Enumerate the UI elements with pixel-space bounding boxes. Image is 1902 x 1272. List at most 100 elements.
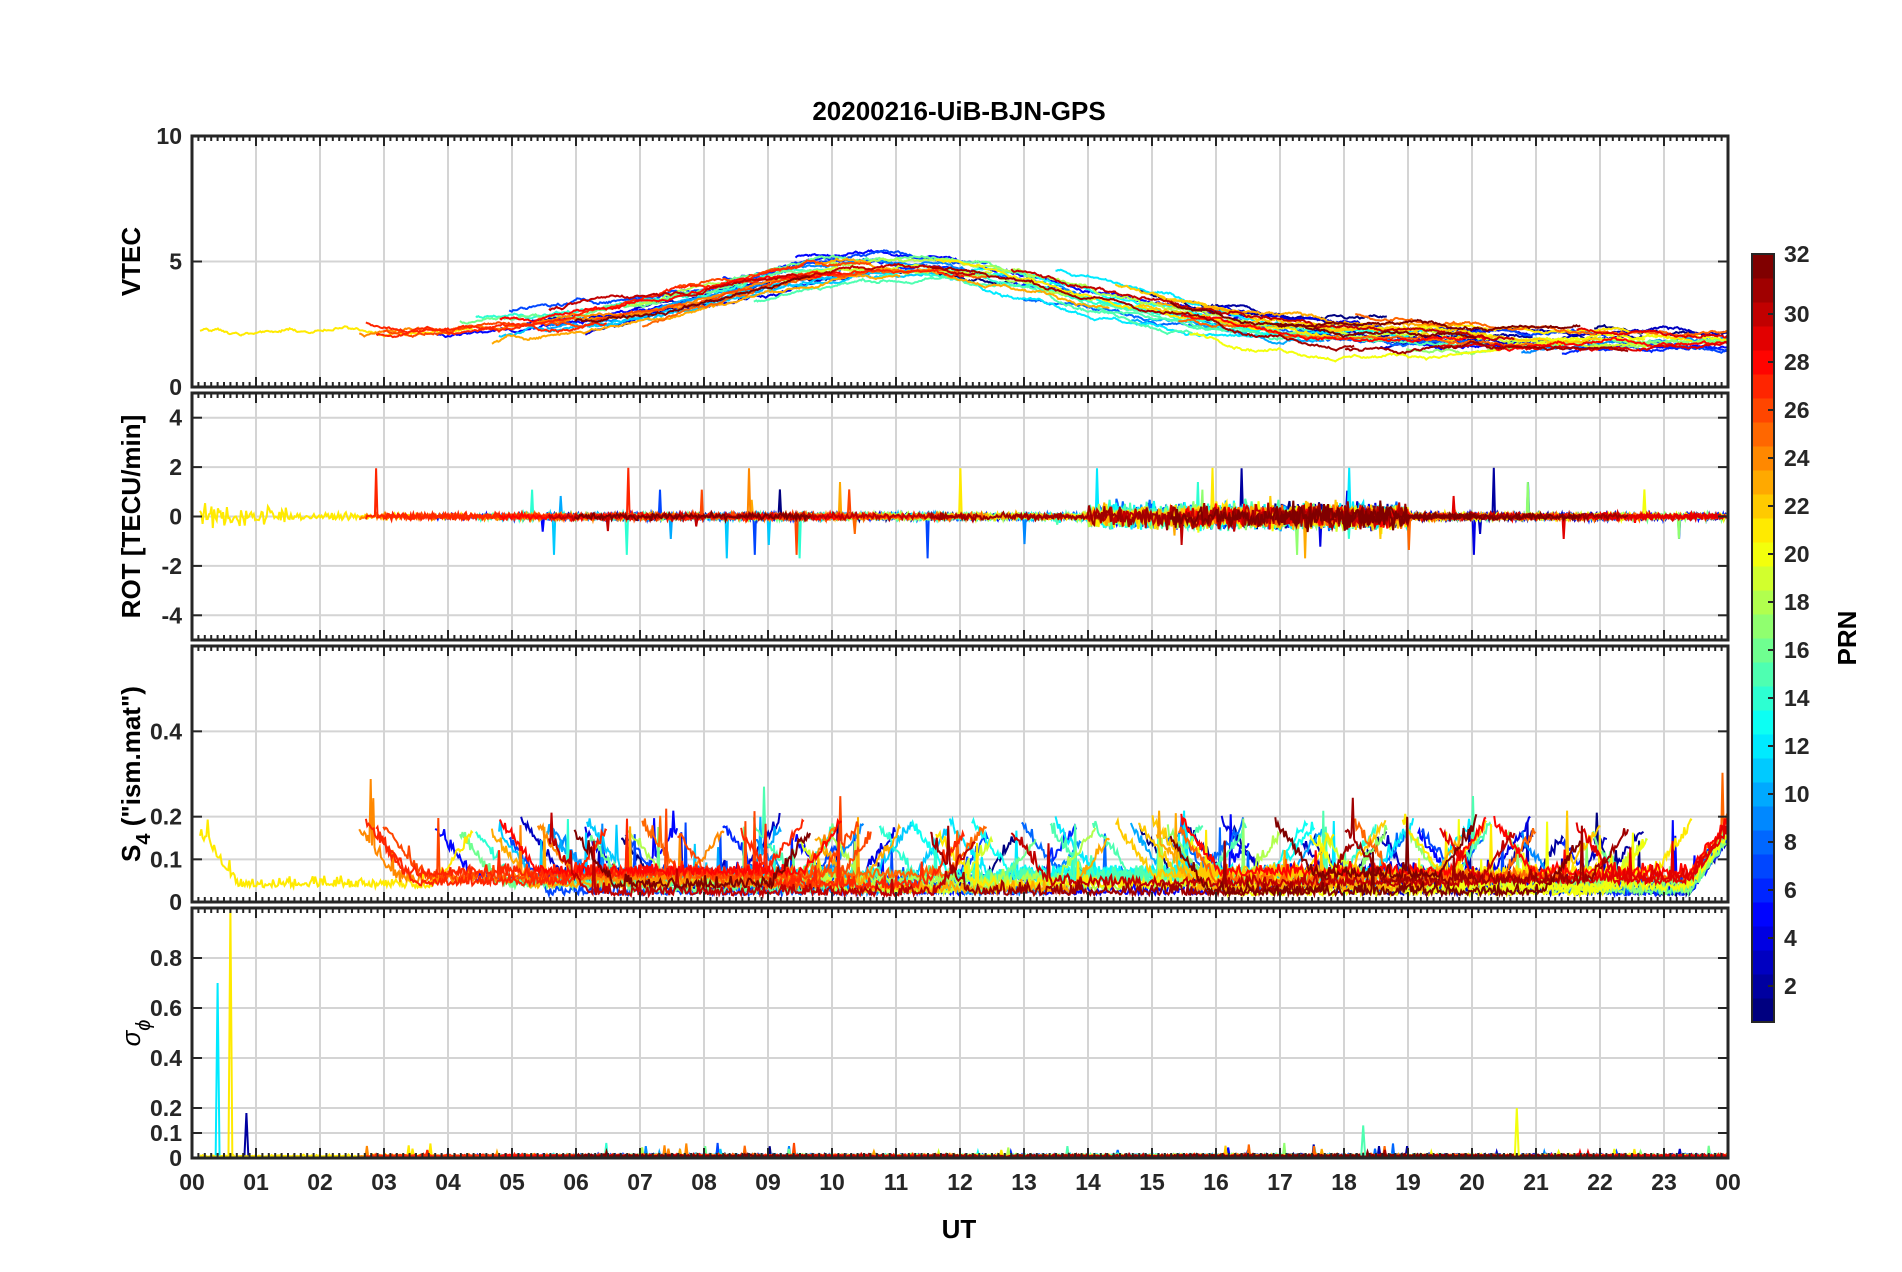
colorbar-bin [1752, 494, 1774, 519]
x-tick-label: 19 [1395, 1169, 1421, 1195]
x-tick-label: 21 [1523, 1169, 1549, 1195]
colorbar-bin [1752, 974, 1774, 999]
series-line-prn-27 [364, 467, 805, 524]
series-line-prn-31 [1344, 340, 1629, 355]
colorbar-bin [1752, 710, 1774, 735]
colorbar-tick-label: 28 [1784, 349, 1810, 375]
colorbar-tick-label: 10 [1784, 781, 1810, 807]
colorbar-tick-label: 24 [1784, 445, 1810, 471]
y-axis-label-rot: ROT [TECU/min] [116, 415, 146, 619]
colorbar-bin [1752, 542, 1774, 567]
colorbar-bin [1752, 734, 1774, 759]
x-tick-label: 00 [1715, 1169, 1741, 1195]
x-tick-label: 04 [435, 1169, 461, 1195]
colorbar-bin [1752, 422, 1774, 447]
panel-sigma_phi: 00.10.2 0.4 0.6 0.8 σϕ [116, 906, 1730, 1171]
series-line-prn-7 [624, 489, 989, 559]
x-tick-label: 05 [499, 1169, 525, 1195]
colorbar-tick-label: 16 [1784, 637, 1810, 663]
series-spike [214, 982, 221, 1156]
y-tick-label: 0 [169, 504, 182, 530]
series-line-prn-21 [199, 1143, 474, 1158]
colorbar-bin [1752, 806, 1774, 831]
x-tick-label: 18 [1331, 1169, 1357, 1195]
colorbar-bin [1752, 782, 1774, 807]
y-tick-label: 0.4 [150, 1045, 182, 1071]
colorbar-bin [1752, 614, 1774, 639]
series-line-prn-31 [929, 825, 1355, 899]
series-spike [243, 1112, 250, 1156]
x-tick-label: 01 [243, 1169, 269, 1195]
colorbar-bin [1752, 830, 1774, 855]
colorbar-bin [1752, 566, 1774, 591]
y-tick-label: 0.8 [150, 945, 182, 971]
x-tick-label: 09 [755, 1169, 781, 1195]
colorbar-tick-label: 22 [1784, 493, 1810, 519]
x-tick-label: 16 [1203, 1169, 1229, 1195]
colorbar-bin [1752, 350, 1774, 375]
x-tick-label: 23 [1651, 1169, 1677, 1195]
x-tick-label: 00 [179, 1169, 205, 1195]
series-line-prn-28 [1180, 313, 1487, 343]
y-tick-label: 10 [156, 123, 182, 149]
series-lines-rot [199, 467, 1728, 559]
series-line-prn-30 [548, 262, 976, 312]
series-line-prn-30 [548, 812, 976, 900]
colorbar-bin [1752, 878, 1774, 903]
series-line-prn-29 [1575, 821, 1728, 884]
colorbar-tick-label: 18 [1784, 589, 1810, 615]
colorbar-bin [1752, 662, 1774, 687]
series-line-prn-27 [740, 823, 965, 892]
y-tick-label: 2 [169, 454, 182, 480]
grid-sigma_phi [192, 908, 1728, 1158]
x-tick-label: 22 [1587, 1169, 1613, 1195]
y-tick-label: 0 [169, 374, 182, 400]
colorbar-bin [1752, 686, 1774, 711]
y-tick-label: 4 [169, 405, 182, 431]
x-tick-label: 03 [371, 1169, 397, 1195]
series-line-prn-23 [491, 274, 901, 345]
series-lines-s4 [199, 772, 1728, 900]
y-tick-label: 0 [169, 889, 182, 915]
colorbar-tick-label: 8 [1784, 829, 1797, 855]
y-tick-label: -2 [162, 553, 182, 579]
panel-rot: -4 -2 0 2 4 ROT [TECU/min] [116, 391, 1730, 642]
colorbar-bin [1752, 446, 1774, 471]
series-line-prn-31 [929, 265, 1355, 352]
y-tick-label: 0 [169, 1145, 182, 1171]
series-line-prn-31 [1344, 797, 1629, 888]
series-line-prn-23 [1156, 301, 1462, 328]
x-tick-label: 13 [1011, 1169, 1037, 1195]
colorbar-bin [1752, 854, 1774, 879]
colorbar-tick-label: 26 [1784, 397, 1810, 423]
x-tick-label: 14 [1075, 1169, 1101, 1195]
colorbar-tick-label: 20 [1784, 541, 1810, 567]
series-line-prn-27 [364, 818, 805, 881]
panel-s4: 0 0.1 0.2 0.4S4 ("ism.mat") [116, 644, 1730, 915]
colorbar-bin [1752, 638, 1774, 663]
series-line-prn-21 [199, 819, 474, 892]
series-lines-vtec [199, 249, 1728, 363]
x-tick-label: 20 [1459, 1169, 1485, 1195]
series-line-prn-32 [1274, 323, 1477, 340]
colorbar-bin [1752, 302, 1774, 327]
series-spike [1513, 1107, 1520, 1156]
colorbar-bin [1752, 518, 1774, 543]
series-line-prn-30 [1010, 268, 1515, 342]
colorbar-bin [1752, 590, 1774, 615]
colorbar-bin [1752, 254, 1774, 279]
y-tick-label: 5 [169, 249, 182, 275]
colorbar-tick-label: 30 [1784, 301, 1810, 327]
colorbar-bin [1752, 374, 1774, 399]
colorbar-bin [1752, 758, 1774, 783]
series-line-prn-29 [1576, 327, 1728, 339]
x-tick-label: 02 [307, 1169, 333, 1195]
colorbar-bin [1752, 278, 1774, 303]
series-line-prn-32 [574, 275, 811, 323]
colorbar-bin [1752, 926, 1774, 951]
colorbar-bin [1752, 398, 1774, 423]
series-line-prn-32 [1169, 504, 1582, 533]
chart-title: 20200216-UiB-BJN-GPS [812, 96, 1105, 126]
x-tick-label: 17 [1267, 1169, 1293, 1195]
